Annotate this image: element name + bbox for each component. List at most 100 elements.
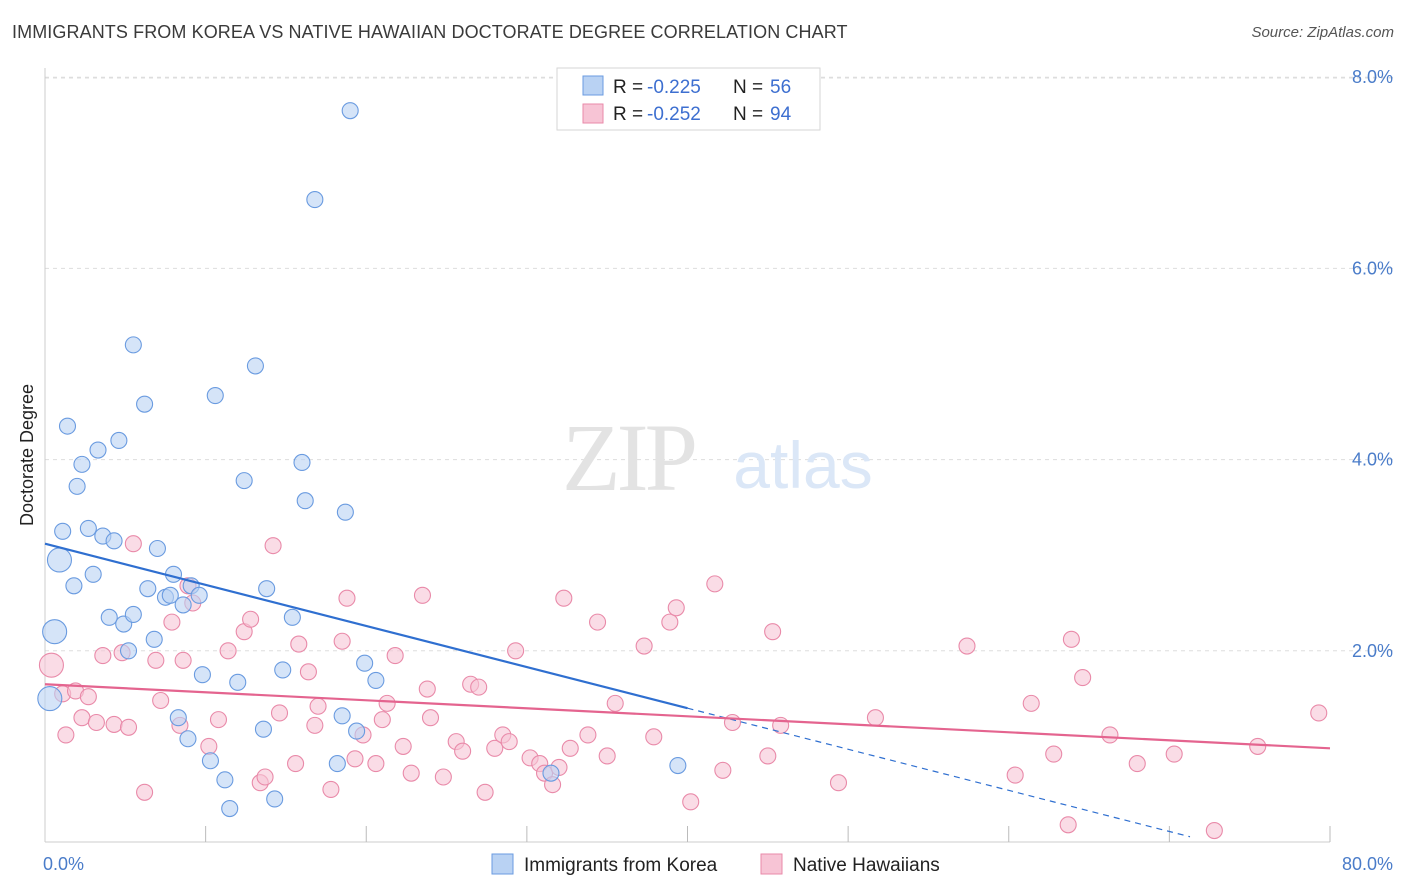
legend-r-value-hawaii: -0.252 [647,104,701,125]
legend-n-label-hawaii: N = [733,104,763,125]
korea-point [542,764,560,782]
native-hawaiians-point [476,783,494,801]
native-hawaiians-point [1074,669,1092,687]
legend-n-value-hawaii: 94 [770,104,792,125]
legend: R = -0.225 N = 56 R = -0.252 N = 94 [556,67,821,131]
legend-swatch-korea [582,75,604,96]
native-hawaiians-point [394,737,412,755]
y-axis-tick-labels: 2.0% 4.0% 6.0% 8.0% [1352,67,1393,661]
native-hawaiians-point [136,783,154,801]
native-hawaiians-point [1022,694,1040,712]
korea-point [110,431,128,450]
native-hawaiians-point [57,726,75,744]
korea-point [274,661,292,679]
native-hawaiians-point [606,694,624,712]
korea-point [84,565,102,583]
native-hawaiians-point [309,697,327,715]
y-tick-label: 4.0% [1352,450,1393,470]
korea-point [293,453,311,472]
native-hawaiians-point [470,678,488,696]
native-hawaiians-point [264,537,282,555]
native-hawaiians-point [764,623,782,641]
native-hawaiians-point [588,613,607,631]
native-hawaiians-point [635,637,653,655]
korea-point [136,395,154,413]
native-hawaiians-point [367,755,385,773]
y-axis-label: Doctorate Degree [17,384,37,526]
korea-point [145,630,163,648]
native-hawaiians-trend-line [44,683,1331,750]
korea-point [54,522,72,540]
native-hawaiians-point [174,651,192,669]
korea-point [283,608,301,626]
korea-point [266,790,284,808]
native-hawaiians-point [1059,816,1077,834]
native-hawaiians-point [413,586,432,604]
native-hawaiians-point [1310,704,1328,722]
korea-point [124,336,142,354]
watermark-zip: ZIP [562,404,695,511]
korea-point [306,191,324,209]
native-hawaiians-point [555,589,573,607]
korea-point [58,417,77,435]
native-hawaiians-point [346,750,364,768]
native-hawaiians-point [256,768,274,786]
native-hawaiians-point [958,637,976,655]
native-hawaiians-point [561,739,579,757]
korea-point [161,586,179,604]
korea-point [328,755,346,773]
korea-point [201,752,219,770]
korea-point [148,539,166,558]
korea-point [206,386,224,405]
korea-point [169,709,187,727]
native-hawaiians-point [306,716,324,734]
korea-point [73,455,91,473]
native-hawaiians-point [1249,737,1267,755]
korea-point [669,756,687,775]
korea-point [65,577,83,595]
bottom-legend: Immigrants from Korea Native Hawaiians [491,853,940,876]
source-label: Source: ZipAtlas.com [1251,24,1394,41]
korea-point [68,477,86,495]
korea-point [235,472,253,490]
korea-point [356,654,374,672]
native-hawaiians-point [270,704,289,722]
native-hawaiians-point [500,733,518,751]
native-hawaiians-point [73,709,91,727]
native-hawaiians-point [418,680,436,698]
native-hawaiians-points [38,535,1328,840]
korea-point [229,673,247,691]
korea-point [246,357,264,375]
korea-trend-line-extension [687,707,1191,838]
korea-point [216,771,234,789]
korea-point [258,580,276,598]
korea-point [79,519,97,537]
y-tick-label: 8.0% [1352,67,1393,87]
native-hawaiians-point [152,691,170,710]
native-hawaiians-point [287,755,305,773]
native-hawaiians-point [373,711,391,729]
bottom-legend-swatch-hawaii [760,853,783,875]
y-tick-label: 6.0% [1352,258,1393,278]
native-hawaiians-point [661,613,679,631]
native-hawaiians-point [386,647,404,665]
native-hawaiians-point [124,535,142,553]
korea-point [179,730,197,748]
native-hawaiians-point [706,575,724,593]
native-hawaiians-point [163,613,181,631]
native-hawaiians-point [200,737,218,755]
korea-point [367,671,385,689]
native-hawaiians-point [598,747,616,765]
native-hawaiians-point [87,713,105,732]
x-axis-ticks [205,826,1331,842]
korea-point [89,441,107,459]
native-hawaiians-point [1045,745,1063,763]
y-tick-label: 2.0% [1352,641,1393,661]
native-hawaiians-point [866,709,884,727]
korea-point [46,547,73,573]
korea-point [174,596,192,614]
legend-n-value-korea: 56 [770,77,791,98]
korea-point [348,722,366,740]
legend-r-value-korea: -0.225 [647,77,701,98]
korea-point [333,707,351,725]
